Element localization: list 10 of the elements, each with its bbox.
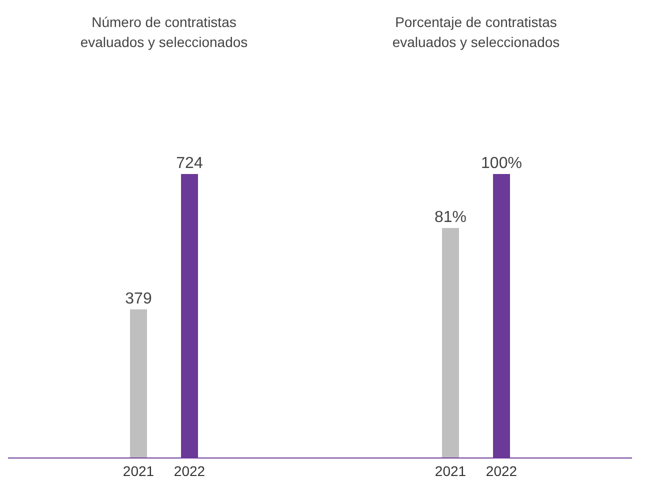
data-label: 724 <box>176 155 203 172</box>
chart-title: Porcentaje de contratistas evaluados y seleccionados <box>391 13 561 52</box>
data-label: 379 <box>125 290 152 308</box>
chart-title: Número de contratistas evaluados y seleccionados <box>79 13 249 52</box>
x-tick-label: 2021 <box>434 462 466 479</box>
x-tick-label: 2021 <box>122 462 154 479</box>
data-label: 81% <box>434 208 467 226</box>
x-tick-label: 2022 <box>174 462 206 479</box>
data-label: 100% <box>481 155 522 172</box>
x-tick-label: 2022 <box>486 462 518 479</box>
